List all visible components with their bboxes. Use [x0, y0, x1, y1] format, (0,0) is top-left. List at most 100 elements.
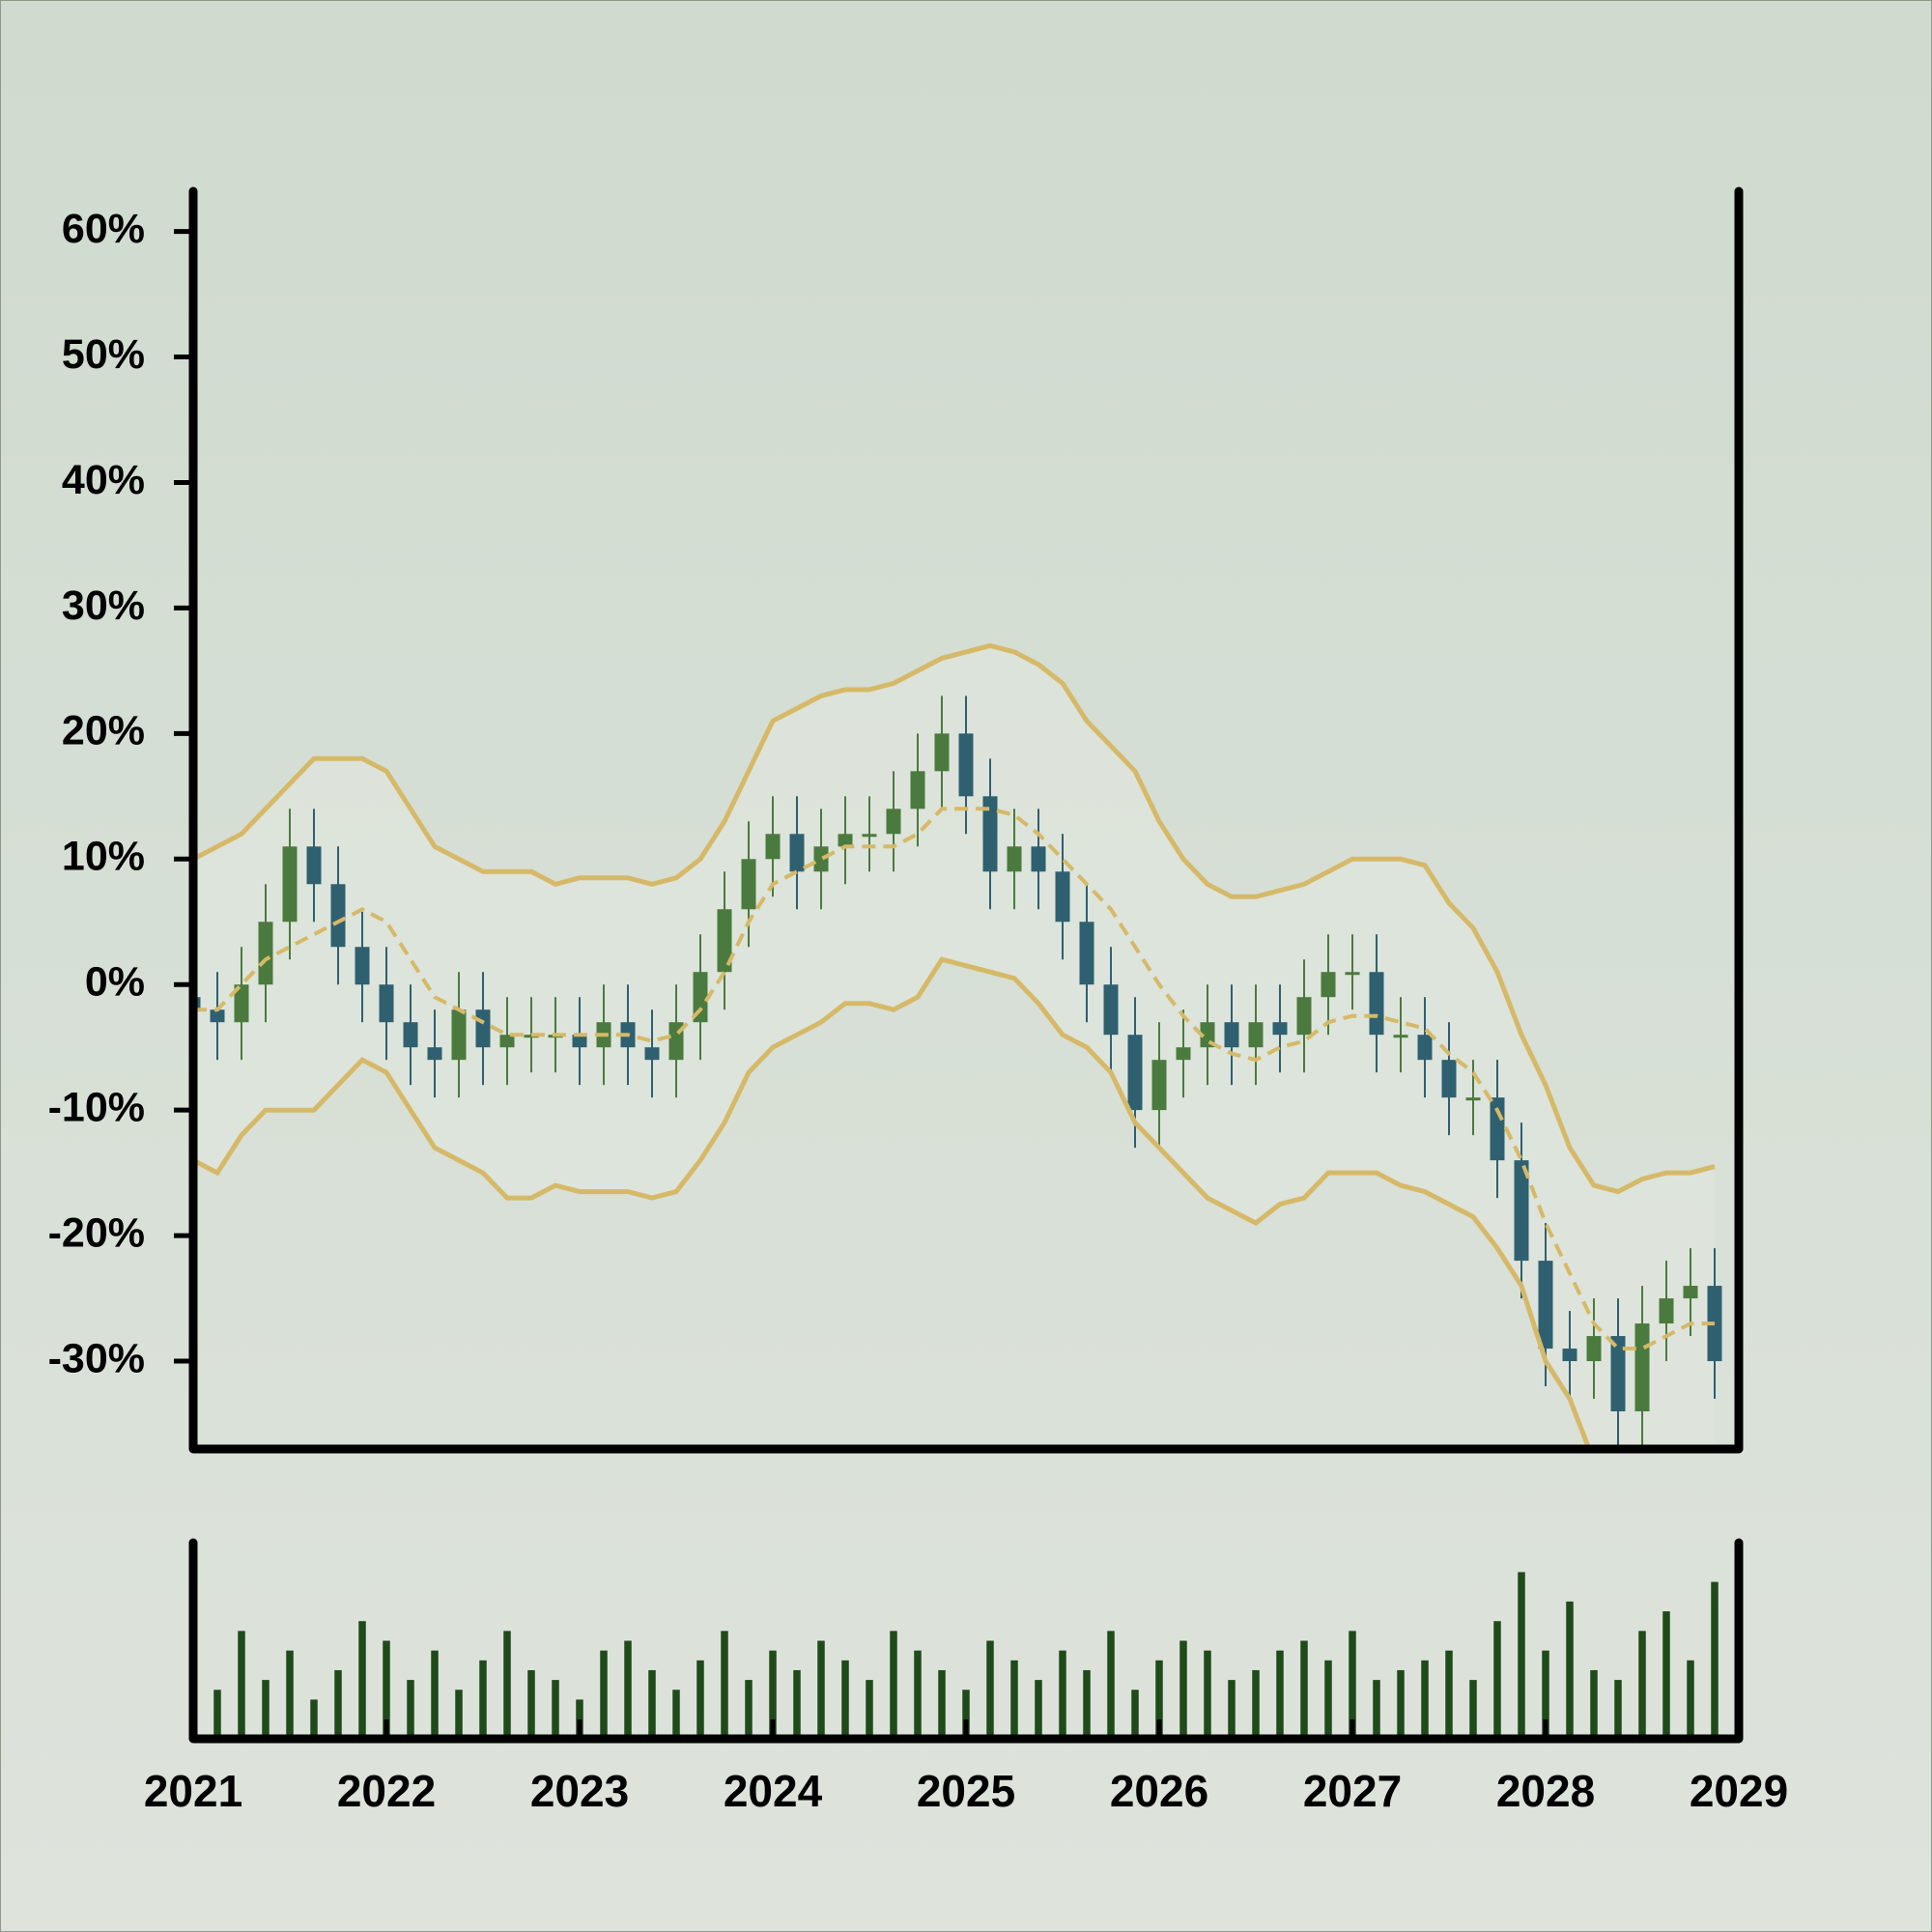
volume-bar [962, 1690, 970, 1739]
candle-body [1538, 1261, 1553, 1350]
volume-bar [721, 1631, 728, 1739]
volume-bar [1373, 1680, 1380, 1739]
candle-body [1321, 972, 1336, 998]
volume-bar [1010, 1660, 1018, 1739]
x-tick-label: 2023 [530, 1766, 629, 1816]
candle-body [1369, 972, 1384, 1036]
candle-body [475, 1009, 491, 1048]
candle-body [210, 1009, 225, 1023]
candle-body [886, 809, 901, 835]
candle-body [1079, 922, 1094, 985]
candle-body [1514, 1160, 1529, 1262]
volume-bar [600, 1650, 608, 1739]
volume-bar [455, 1690, 463, 1739]
candle-body [1490, 1097, 1505, 1161]
y-tick-label: 30% [62, 582, 145, 629]
volume-panel [189, 1572, 1719, 1739]
candle-body [282, 846, 298, 923]
candle-body [765, 834, 781, 860]
volume-bar [1518, 1572, 1525, 1739]
candle-body [1055, 871, 1070, 923]
volume-bar [1638, 1631, 1646, 1739]
volume-bar [1493, 1621, 1501, 1739]
y-tick-label: 20% [62, 708, 145, 754]
axes: -30% -20% -10% 0% 10% 20% 30% 40% 50% 60% 2021 2022… [48, 186, 1788, 1816]
volume-bar [648, 1669, 656, 1739]
candle-body [1007, 846, 1022, 872]
volume-bar [1566, 1601, 1574, 1739]
candle-body [789, 834, 805, 872]
volume-bar [1252, 1669, 1260, 1739]
volume-bar [696, 1660, 704, 1739]
candle-body [1417, 1035, 1433, 1061]
volume-bar [407, 1680, 414, 1739]
volume-bar [624, 1640, 632, 1739]
candle-body [1272, 1022, 1288, 1036]
volume-bar [552, 1680, 559, 1739]
volume-bar [1614, 1680, 1622, 1739]
candle-body [1248, 1022, 1264, 1048]
candle-body [741, 859, 756, 910]
volume-bar [1059, 1650, 1066, 1739]
axis-frame [188, 186, 1744, 1454]
volume-bar [1349, 1631, 1356, 1739]
volume-bar [334, 1669, 342, 1739]
candle-body [1127, 1035, 1143, 1111]
volume-bar [890, 1631, 897, 1739]
volume-bar [1324, 1660, 1332, 1739]
candle-body [693, 972, 708, 1023]
y-tick-label: 10% [62, 834, 145, 880]
x-tick-label: 2027 [1303, 1766, 1402, 1816]
candle-body [934, 733, 950, 772]
candle-body [1031, 846, 1046, 872]
middle-band [193, 807, 1715, 1350]
candle-body [1103, 984, 1119, 1036]
volume-bar [1228, 1680, 1236, 1739]
candle-body [499, 1035, 515, 1048]
volume-bar [1083, 1669, 1091, 1739]
volume-bar [479, 1660, 487, 1739]
candle-body [355, 947, 370, 985]
x-tick-label: 2025 [917, 1766, 1015, 1816]
volume-bar [213, 1690, 221, 1739]
candle-body [644, 1047, 660, 1061]
y-tick-label: -10% [48, 1085, 145, 1131]
volume-bar [1711, 1581, 1719, 1739]
volume-bar [1179, 1640, 1187, 1739]
candle-body [1659, 1298, 1674, 1324]
volume-bar [1687, 1660, 1694, 1739]
volume-bar [431, 1650, 439, 1739]
volume-bar [1035, 1680, 1042, 1739]
x-tick-label: 2026 [1110, 1766, 1208, 1816]
x-tick-label: 2022 [337, 1766, 436, 1816]
volume-bar [1469, 1680, 1477, 1739]
plot-area [193, 642, 1722, 1449]
candle-body [1562, 1349, 1577, 1362]
y-tick-label: 0% [85, 959, 145, 1006]
x-tick-label: 2024 [724, 1766, 823, 1816]
volume-bar [1542, 1650, 1549, 1739]
y-tick-label: -20% [48, 1209, 145, 1256]
candle-body [1634, 1323, 1650, 1412]
candle-body [1393, 1035, 1408, 1038]
volume-bar [1421, 1660, 1429, 1739]
candle-body [982, 796, 998, 872]
candle-body [1586, 1336, 1602, 1362]
volume-bar [793, 1669, 801, 1739]
volume-bar [986, 1640, 994, 1739]
volume-bar [576, 1699, 583, 1739]
y-tick-label: 60% [62, 206, 145, 252]
candle-body [379, 984, 394, 1023]
candle-body [813, 846, 829, 872]
volume-bar [358, 1621, 366, 1739]
x-tick-label: 2021 [144, 1766, 242, 1816]
volume-bar [262, 1680, 270, 1739]
y-tick-label: -30% [48, 1335, 145, 1381]
candle-body [1465, 1097, 1481, 1101]
volume-bar [1204, 1650, 1211, 1739]
x-tick-label: 2029 [1690, 1766, 1788, 1816]
volume-bar [383, 1640, 390, 1739]
volume-bar [841, 1660, 849, 1739]
lower-band [193, 956, 1592, 1449]
band-fill [193, 645, 1715, 1449]
